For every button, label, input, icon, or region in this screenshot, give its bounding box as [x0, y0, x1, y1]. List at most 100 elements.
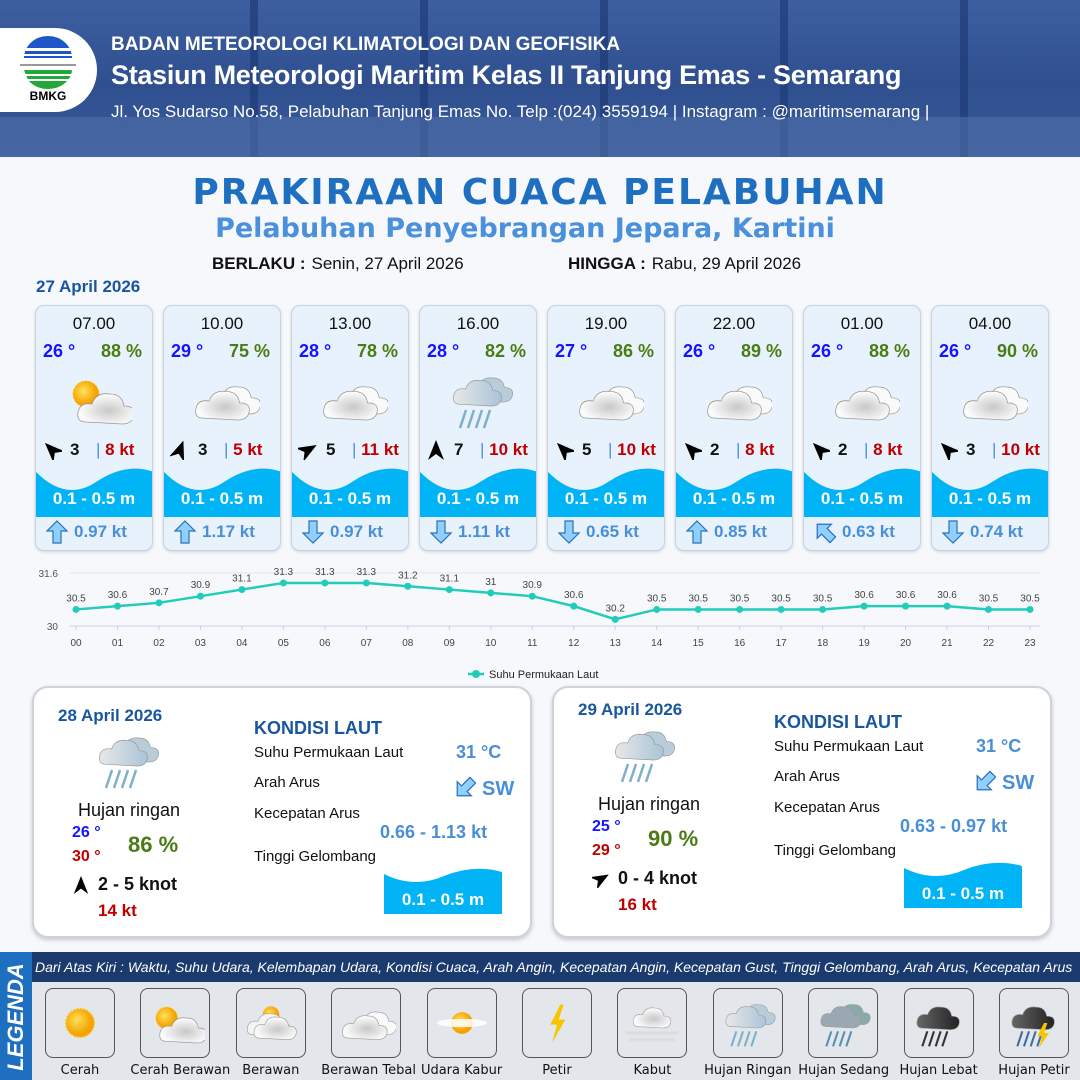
data-point — [985, 605, 993, 613]
data-point — [819, 605, 827, 613]
x-tick-label: 11 — [527, 638, 538, 649]
wind-direction-icon — [938, 440, 961, 463]
current-direction-icon — [173, 520, 197, 544]
x-tick-label: 04 — [236, 638, 248, 649]
forecast-time: 04.00 — [968, 314, 1012, 333]
data-label: 30.5 — [979, 593, 999, 604]
berawan-tebal-weather-icon — [188, 370, 261, 430]
legend-item-cerah-berawan: Cerah Berawan — [130, 988, 231, 1078]
legend-item-label: Cerah Berawan — [130, 1063, 231, 1078]
wave-height: 0.1 - 0.5 m — [436, 489, 520, 508]
header-banner — [0, 0, 1080, 157]
current-speed: 0.65 kt — [586, 522, 639, 541]
forecast-time: 13.00 — [328, 314, 372, 333]
legend-item-label: Hujan Ringan — [704, 1063, 792, 1078]
x-tick-label: 05 — [278, 638, 290, 649]
data-point — [155, 599, 163, 607]
panel-date: 29 April 2026 — [578, 700, 683, 719]
data-label: 30.9 — [523, 580, 543, 591]
current-speed-value: 0.66 - 1.13 kt — [380, 822, 488, 842]
x-tick-label: 02 — [153, 638, 165, 649]
forecast-card: 22.00 26 ° 89 % 2 8 kt 0.1 - 0.5 m 0.85 kt — [675, 305, 793, 551]
data-label: 30.7 — [149, 587, 169, 598]
data-point — [902, 602, 910, 610]
wave-icon — [548, 462, 664, 517]
current-direction-icon — [301, 520, 325, 544]
current-direction-icon — [557, 520, 581, 544]
data-label: 31.1 — [232, 574, 252, 585]
legend-item-berawan-tebal: Berawan Tebal — [321, 988, 416, 1078]
wind-speed: 5 — [582, 440, 592, 459]
wind-speed: 2 — [838, 440, 848, 459]
current-speed-label: Kecepatan Arus — [774, 799, 880, 816]
data-label: 30.5 — [647, 593, 667, 604]
legend-item-kabut: Kabut — [607, 988, 697, 1078]
sst-line — [75, 581, 1030, 621]
valid-to-value: Rabu, 29 April 2026 — [651, 254, 802, 273]
sst-chart: 30 31.6 30.5 00 30.6 01 30.7 02 30.9 03 31.1 04 31.3… — [39, 567, 1041, 681]
air-temperature: 28 ° — [299, 341, 332, 361]
data-point — [777, 605, 785, 613]
wind-direction-icon — [169, 440, 190, 463]
legend-item-hujan-sedang: Hujan Sedang — [798, 988, 889, 1078]
wind-speed: 5 — [326, 440, 336, 459]
current-direction-icon — [454, 776, 477, 805]
air-temperature: 28 ° — [427, 341, 460, 361]
forecast-card: 07.00 26 ° 88 % 3 8 kt 0.1 - 0.5 m 0.97 kt — [35, 305, 153, 551]
hujan-ringan-weather-icon — [90, 728, 162, 797]
forecast-card: 19.00 27 ° 86 % 5 10 kt 0.1 - 0.5 m 0.65 kt — [547, 305, 665, 551]
humidity: 89 % — [740, 341, 782, 361]
wave-height: 0.1 - 0.5 m — [692, 489, 776, 508]
wave-icon — [292, 462, 408, 517]
x-tick-label: 21 — [941, 638, 953, 649]
temp-max: 30 ° — [72, 848, 101, 865]
cerah-berawan-icon — [140, 988, 211, 1058]
cerah-berawan-weather-icon — [60, 370, 135, 430]
hujan-lebat-icon — [903, 988, 974, 1058]
legend-item-udara-kabur: Udara Kabur — [417, 988, 507, 1078]
wave-height: 0.1 - 0.5 m — [401, 890, 485, 909]
forecast-card: 10.00 29 ° 75 % 3 5 kt 0.1 - 0.5 m 1.17 kt — [163, 305, 281, 551]
x-tick-label: 23 — [1024, 638, 1036, 649]
hujan-petir-icon — [999, 988, 1069, 1058]
data-label: 30.6 — [108, 590, 128, 601]
x-tick-label: 09 — [444, 638, 456, 649]
cerah-icon — [45, 988, 115, 1058]
day1-date: 27 April 2026 — [36, 277, 141, 296]
wind-direction-icon — [42, 440, 65, 463]
data-label: 31.3 — [274, 567, 294, 578]
humidity: 90 % — [648, 826, 699, 851]
wind-speed: 3 — [70, 440, 80, 459]
forecast-time: 01.00 — [840, 314, 884, 333]
gust-speed: 10 kt — [992, 440, 1040, 460]
hujan-ringan-weather-icon — [444, 370, 516, 430]
data-label: 30.6 — [564, 590, 584, 601]
current-speed: 0.63 kt — [842, 522, 895, 541]
sea-condition-title: KONDISI LAUT — [774, 712, 902, 732]
forecast-card: 16.00 28 ° 82 % 7 10 kt 0.1 - 0.5 m 1.11 kt — [419, 305, 537, 551]
wind-range: 2 - 5 knot — [98, 874, 178, 894]
kabut-icon — [617, 988, 688, 1058]
data-label: 31 — [485, 577, 497, 588]
wind-direction-icon — [426, 440, 446, 460]
data-label: 31.1 — [440, 574, 460, 585]
x-tick-label: 13 — [610, 638, 622, 649]
temp-min: 26 ° — [72, 824, 101, 841]
humidity: 88 % — [868, 341, 910, 361]
sst-label: Suhu Permukaan Laut — [254, 744, 404, 761]
data-label: 30.5 — [1020, 593, 1040, 604]
wind-speed: 7 — [454, 440, 464, 459]
humidity: 86 % — [128, 832, 179, 857]
forecast-time: 10.00 — [200, 314, 244, 333]
daily-forecast-panel: 28 April 2026 Hujan ringan 26 ° 30 ° 86 % 2 -… — [32, 686, 532, 938]
current-direction-label: Arah Arus — [774, 768, 840, 785]
sst-value: 31 °C — [976, 736, 1022, 756]
current-direction-icon — [941, 520, 965, 544]
hujan-ringan-icon — [712, 988, 783, 1058]
svg-text:BMKG: BMKG — [30, 89, 67, 103]
page-subtitle: Pelabuhan Penyebrangan Jepara, Kartini — [215, 213, 835, 244]
current-speed: 0.85 kt — [714, 522, 767, 541]
data-label: 30.6 — [854, 590, 874, 601]
air-temperature: 26 ° — [43, 341, 76, 361]
forecast-card: 04.00 26 ° 90 % 3 10 kt 0.1 - 0.5 m 0.74 kt — [931, 305, 1049, 551]
